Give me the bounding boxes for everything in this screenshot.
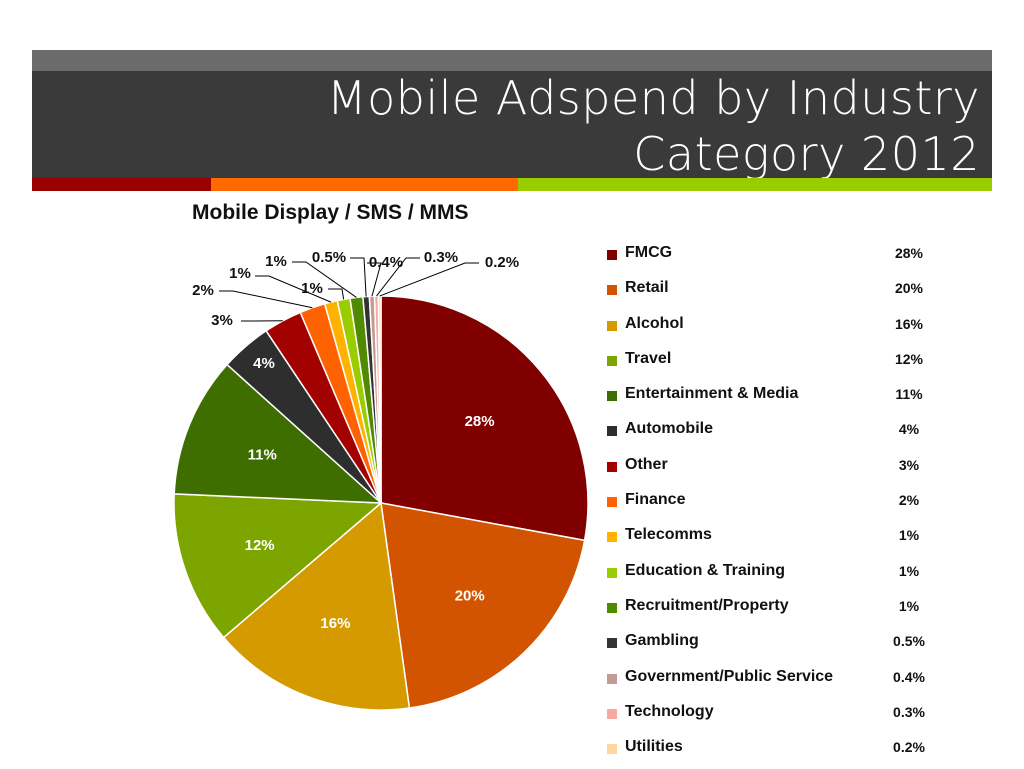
legend-label: Travel: [625, 350, 671, 368]
data-label: 16%: [320, 615, 350, 632]
legend-swatch: [607, 568, 617, 578]
chart-legend: FMCG 28% Retail 20% Alcohol 16% Travel 12% Enter…: [607, 240, 947, 769]
legend-swatch: [607, 285, 617, 295]
legend-value: 0.2%: [879, 739, 939, 755]
legend-item: Education & Training 1%: [607, 558, 947, 593]
legend-swatch: [607, 391, 617, 401]
legend-swatch: [607, 497, 617, 507]
data-label: 12%: [245, 537, 275, 554]
legend-item: Telecomms 1%: [607, 522, 947, 557]
data-label: 1%: [229, 265, 251, 282]
legend-swatch: [607, 356, 617, 366]
legend-label: Entertainment & Media: [625, 385, 798, 403]
legend-label: Utilities: [625, 738, 683, 756]
data-label: 4%: [253, 355, 275, 372]
legend-item: Gambling 0.5%: [607, 628, 947, 663]
legend-swatch: [607, 674, 617, 684]
data-label: 11%: [248, 446, 277, 463]
legend-item: FMCG 28%: [607, 240, 947, 275]
legend-value: 11%: [879, 386, 939, 402]
data-label: 0.5%: [312, 249, 346, 266]
legend-value: 0.5%: [879, 633, 939, 649]
legend-label: Retail: [625, 279, 669, 297]
legend-value: 0.4%: [879, 669, 939, 685]
legend-swatch: [607, 462, 617, 472]
pie-chart: 28%20%16%12%11%4%3%2%1%1%1%0.5%0.4%0.3%0…: [0, 0, 600, 768]
legend-label: Telecomms: [625, 526, 712, 544]
legend-item: Alcohol 16%: [607, 311, 947, 346]
legend-value: 0.3%: [879, 704, 939, 720]
legend-label: Government/Public Service: [625, 668, 833, 686]
legend-item: Finance 2%: [607, 487, 947, 522]
legend-label: Gambling: [625, 632, 699, 650]
legend-item: Recruitment/Property 1%: [607, 593, 947, 628]
legend-item: Entertainment & Media 11%: [607, 381, 947, 416]
legend-swatch: [607, 709, 617, 719]
legend-label: Finance: [625, 491, 685, 509]
legend-label: Automobile: [625, 420, 713, 438]
leader-line: [350, 258, 366, 297]
data-label: 3%: [211, 312, 233, 329]
legend-value: 3%: [879, 457, 939, 473]
legend-value: 4%: [879, 421, 939, 437]
legend-swatch: [607, 250, 617, 260]
legend-label: Education & Training: [625, 562, 785, 580]
legend-swatch: [607, 744, 617, 754]
leader-line: [219, 291, 312, 308]
legend-swatch: [607, 321, 617, 331]
legend-label: Recruitment/Property: [625, 597, 789, 615]
legend-item: Retail 20%: [607, 275, 947, 310]
legend-value: 16%: [879, 316, 939, 332]
legend-swatch: [607, 532, 617, 542]
legend-value: 1%: [879, 563, 939, 579]
legend-swatch: [607, 638, 617, 648]
legend-label: Technology: [625, 703, 714, 721]
legend-item: Automobile 4%: [607, 416, 947, 451]
legend-item: Utilities 0.2%: [607, 734, 947, 769]
legend-swatch: [607, 603, 617, 613]
legend-label: FMCG: [625, 244, 672, 262]
legend-swatch: [607, 426, 617, 436]
legend-value: 28%: [879, 245, 939, 261]
legend-label: Other: [625, 456, 668, 474]
legend-value: 1%: [879, 527, 939, 543]
data-label: 2%: [192, 282, 214, 299]
legend-item: Other 3%: [607, 452, 947, 487]
data-label: 1%: [301, 280, 323, 297]
legend-value: 1%: [879, 598, 939, 614]
legend-value: 12%: [879, 351, 939, 367]
legend-item: Technology 0.3%: [607, 699, 947, 734]
legend-label: Alcohol: [625, 315, 684, 333]
data-label: 1%: [265, 253, 287, 270]
legend-item: Travel 12%: [607, 346, 947, 381]
data-label: 0.3%: [424, 249, 458, 266]
data-label: 0.2%: [485, 254, 519, 271]
data-label: 28%: [465, 413, 495, 430]
data-label: 20%: [455, 588, 485, 605]
legend-value: 2%: [879, 492, 939, 508]
leader-line: [328, 289, 344, 299]
legend-item: Government/Public Service 0.4%: [607, 664, 947, 699]
legend-value: 20%: [879, 280, 939, 296]
